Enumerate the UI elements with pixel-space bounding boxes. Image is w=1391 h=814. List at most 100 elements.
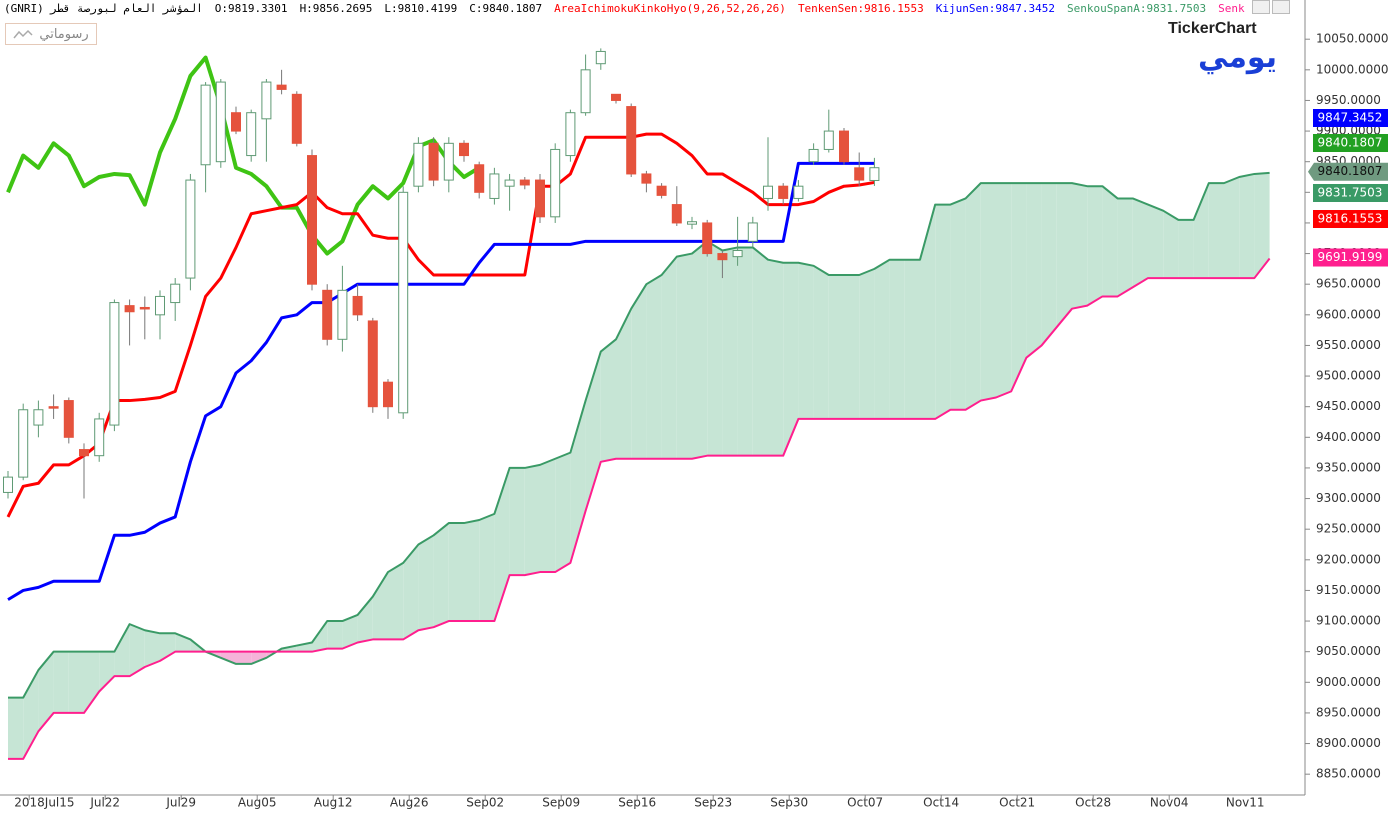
y-tick-label: 9650.0000 (1316, 277, 1381, 291)
cloud-segment (813, 265, 829, 419)
y-tick-label: 9350.0000 (1316, 460, 1381, 474)
cloud-segment (844, 275, 860, 419)
y-tick-label: 9150.0000 (1316, 583, 1381, 597)
cloud-segment (1072, 183, 1088, 309)
candle-body (641, 173, 652, 184)
cloud-segment (692, 241, 708, 459)
cloud-segment (464, 519, 480, 622)
price-tag-bg (1308, 162, 1388, 181)
candle-body (398, 191, 409, 414)
cloud-segment (616, 308, 632, 459)
candle-body (489, 173, 500, 199)
cloud-segment (403, 544, 419, 640)
legend-entry: TenkenSen:9816.1553 (797, 1, 924, 15)
cloud-segment (342, 614, 358, 649)
candle-body (428, 142, 439, 181)
candle-body (717, 253, 728, 261)
cloud-segment (220, 651, 236, 664)
cloud-segment (418, 535, 434, 631)
y-tick-label: 9050.0000 (1316, 644, 1381, 658)
candle-body (869, 167, 880, 181)
cloud-segment (479, 513, 495, 622)
candle-body (307, 155, 317, 285)
indicator-line (8, 257, 1271, 760)
candle-body (793, 185, 804, 199)
cloud-segment (1148, 204, 1164, 279)
x-tick-label: Oct07 (847, 796, 883, 810)
candle-body (732, 250, 743, 258)
candle-body (185, 179, 196, 279)
cloud-segment (920, 204, 936, 419)
header: المؤشر العام لبورصة قطر (GNRI) O:9819.33… (4, 0, 1245, 16)
legend-entry: Senk (1218, 1, 1245, 15)
cloud-segment (600, 339, 616, 462)
cloud-segment (509, 467, 525, 576)
cloud-segment (1193, 183, 1209, 279)
cloud-segment (631, 284, 647, 459)
cloud-segment (935, 204, 951, 419)
cloud-segment (707, 241, 723, 456)
cloud-segment (965, 183, 981, 410)
cloud-segment (661, 256, 677, 459)
cloud-segment (1254, 172, 1270, 279)
candle-body (170, 283, 181, 304)
cloud-segment (646, 275, 662, 459)
indicator-name: AreaIchimokuKinkoHyo(9,26,52,26,26) (554, 1, 786, 15)
candle-body (155, 295, 165, 316)
settings-button[interactable] (1272, 0, 1290, 14)
cloud-segment (1132, 198, 1148, 288)
y-tick-label: 10050.0000 (1316, 32, 1389, 46)
candle-body (535, 179, 545, 218)
candle-body (109, 302, 120, 426)
candle-body (443, 142, 454, 181)
y-tick-label: 9000.0000 (1316, 675, 1381, 689)
price-tag: 9816.1553 (1318, 212, 1383, 226)
x-tick-label: Sep09 (542, 796, 580, 810)
price-tag: 9840.1807 (1318, 164, 1383, 178)
y-tick-label: 8850.0000 (1316, 767, 1381, 781)
cloud-segment (114, 624, 130, 677)
x-tick-label: Sep23 (694, 796, 732, 810)
cloud-segment (752, 247, 768, 456)
indicator-line (6, 55, 481, 256)
x-tick-label: Nov04 (1150, 796, 1189, 810)
price-tag-bg (1313, 184, 1388, 202)
cloud-segment (236, 651, 252, 664)
candle-body (763, 185, 773, 199)
cloud-segment (494, 467, 510, 622)
y-tick-label: 9950.0000 (1316, 93, 1381, 107)
open-value: O:9819.3301 (214, 1, 288, 15)
cloud-segment (1117, 198, 1133, 297)
x-tick-label: Oct28 (1075, 796, 1111, 810)
cloud-segment (540, 458, 556, 573)
restore-button[interactable] (1252, 0, 1270, 14)
cloud-segment (768, 259, 784, 456)
candle-body (550, 148, 561, 218)
candle-body (459, 142, 469, 157)
indicator-line (8, 171, 1270, 699)
cloud-segment (433, 523, 449, 628)
y-tick-label: 9100.0000 (1316, 614, 1381, 628)
cloud-segment (68, 651, 84, 713)
cloud-segment (783, 262, 799, 456)
cloud-segment (1087, 186, 1103, 306)
cloud-segment (950, 198, 966, 410)
x-tick-label: Nov11 (1226, 796, 1265, 810)
y-tick-label: 9550.0000 (1316, 338, 1381, 352)
symbol: المؤشر العام لبورصة قطر (GNRI) (4, 1, 203, 15)
candle-body (504, 179, 515, 187)
candle-body (18, 409, 29, 478)
x-tick-label: 2018Jul15 (14, 796, 74, 810)
drawings-button[interactable]: رسوماتي (5, 23, 97, 45)
cloud-segment (1026, 183, 1042, 358)
low-value: L:9810.4199 (384, 1, 458, 15)
x-tick-label: Oct14 (923, 796, 959, 810)
cloud-segment (38, 651, 54, 732)
cloud-segment (1056, 183, 1072, 328)
x-tick-label: Aug05 (238, 796, 277, 810)
candle-body (413, 142, 424, 187)
candle-body (79, 449, 89, 457)
candle-body (246, 112, 257, 157)
window-controls (1252, 0, 1290, 14)
candle-body (124, 305, 135, 313)
